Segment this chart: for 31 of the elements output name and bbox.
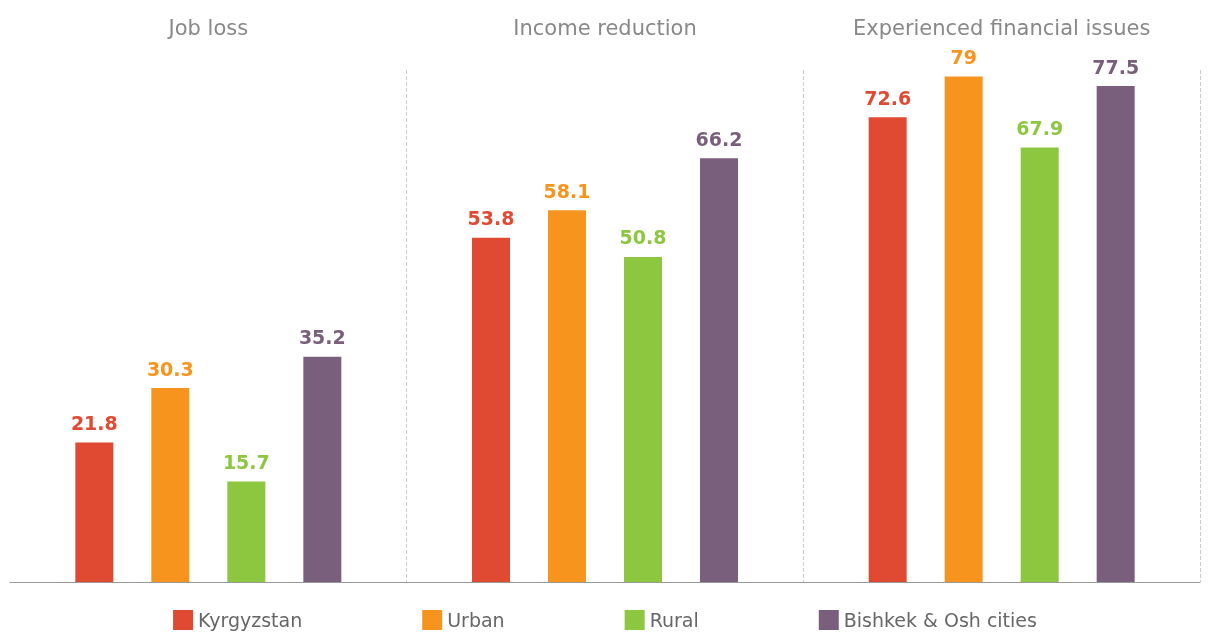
data-label: 15.7 bbox=[222, 451, 270, 474]
bar bbox=[944, 76, 983, 582]
bar bbox=[75, 442, 114, 582]
data-label: 77.5 bbox=[1092, 55, 1140, 78]
bar bbox=[1096, 86, 1135, 582]
bar bbox=[700, 158, 738, 582]
data-label: 72.6 bbox=[864, 86, 912, 109]
x-tick-label: Experienced financial issues bbox=[852, 15, 1151, 40]
x-tick-label: Job loss bbox=[166, 15, 249, 40]
data-label: 67.9 bbox=[1016, 116, 1064, 139]
bar bbox=[303, 356, 342, 582]
data-label: 21.8 bbox=[70, 411, 118, 434]
legend-label: Urban bbox=[447, 609, 505, 631]
bar bbox=[1020, 147, 1059, 582]
bar bbox=[151, 388, 190, 582]
data-label: 50.8 bbox=[619, 226, 667, 249]
bar bbox=[227, 481, 266, 582]
data-label: 53.8 bbox=[467, 207, 515, 230]
data-label: 58.1 bbox=[543, 179, 591, 202]
legend-label: Rural bbox=[649, 609, 699, 631]
data-label: 79 bbox=[950, 45, 977, 68]
bar bbox=[472, 237, 510, 582]
bar bbox=[868, 117, 907, 582]
data-label: 66.2 bbox=[695, 127, 743, 150]
legend-label: Bishkek & Osh cities bbox=[843, 609, 1037, 631]
data-label: 35.2 bbox=[298, 326, 346, 349]
bar bbox=[548, 210, 586, 582]
data-label: 30.3 bbox=[146, 357, 194, 380]
bar bbox=[624, 256, 662, 582]
legend-label: Kyrgyzstan bbox=[198, 609, 303, 631]
x-tick-label: Income reduction bbox=[513, 15, 697, 40]
